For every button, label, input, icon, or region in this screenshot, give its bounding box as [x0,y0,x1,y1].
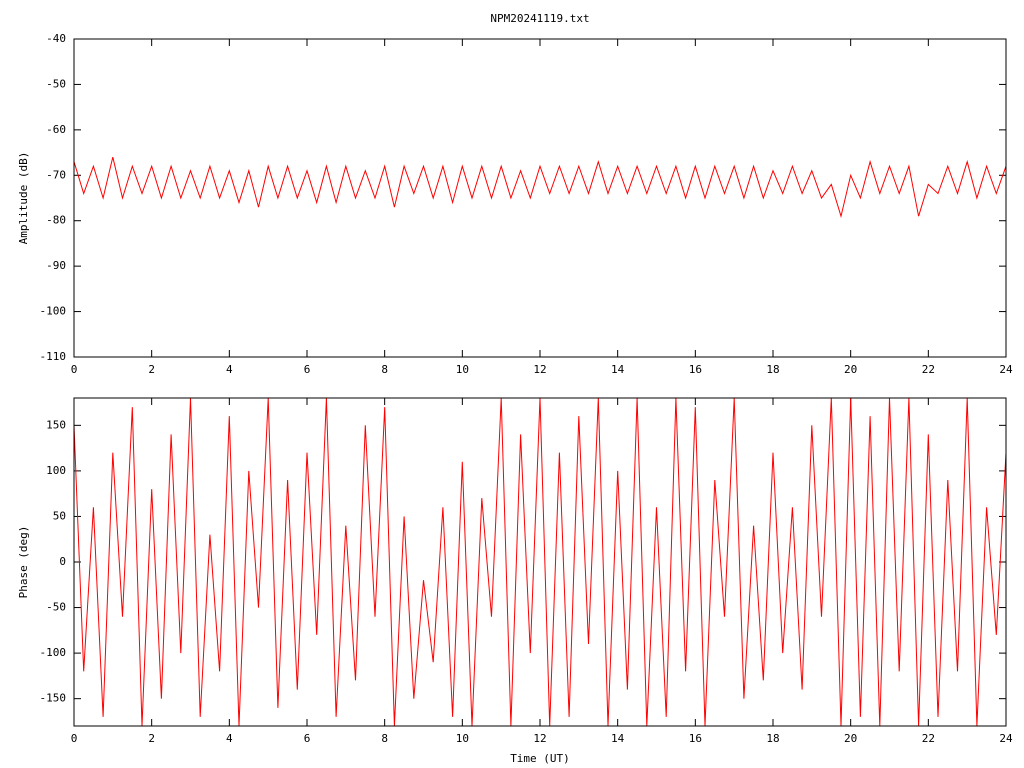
x-tick-label: 16 [689,363,702,376]
x-tick-label: 20 [844,363,857,376]
x-tick-label: 6 [304,363,311,376]
x-tick-label: 20 [844,732,857,745]
x-tick-label: 22 [922,732,935,745]
x-tick-label: 0 [71,363,78,376]
y-tick-label: -90 [46,259,66,272]
plot-area [74,398,1006,726]
x-tick-label: 14 [611,732,625,745]
x-tick-label: 2 [148,363,155,376]
x-tick-label: 14 [611,363,625,376]
data-line [74,398,1006,726]
y-tick-label: -60 [46,123,66,136]
y-tick-label: 100 [46,464,66,477]
plot-border [73,397,1007,727]
y-tick-label: 0 [59,555,66,568]
y-tick-label: -100 [40,305,67,318]
y-tick-label: -80 [46,214,66,227]
chart-title: NPM20241119.txt [490,12,589,25]
y-tick-label: 50 [53,509,66,522]
x-tick-label: 16 [689,732,702,745]
x-tick-label: 6 [304,732,311,745]
x-tick-label: 18 [766,732,779,745]
x-tick-label: 18 [766,363,779,376]
x-tick-label: 12 [533,363,546,376]
y-tick-label: -40 [46,32,66,45]
data-line [74,156,1006,219]
x-tick-label: 12 [533,732,546,745]
x-tick-label: 24 [999,363,1013,376]
x-tick-label: 4 [226,732,233,745]
x-tick-label: 8 [381,732,388,745]
y-tick-label: -150 [40,692,67,705]
y-tick-label: 150 [46,418,66,431]
y-axis-label: Amplitude (dB) [17,152,30,245]
plot-area [74,156,1006,219]
y-axis-label: Phase (deg) [17,526,30,599]
x-tick-label: 10 [456,732,469,745]
y-tick-label: -70 [46,168,66,181]
y-tick-label: -50 [46,77,66,90]
x-tick-label: 22 [922,363,935,376]
x-tick-label: 10 [456,363,469,376]
y-tick-label: -110 [40,350,67,363]
x-tick-label: 24 [999,732,1013,745]
x-axis-label: Time (UT) [510,752,570,765]
x-tick-label: 4 [226,363,233,376]
x-tick-label: 0 [71,732,78,745]
y-tick-label: -100 [40,646,67,659]
y-tick-label: -50 [46,601,66,614]
x-tick-label: 8 [381,363,388,376]
x-tick-label: 2 [148,732,155,745]
plot-border [73,38,1007,358]
